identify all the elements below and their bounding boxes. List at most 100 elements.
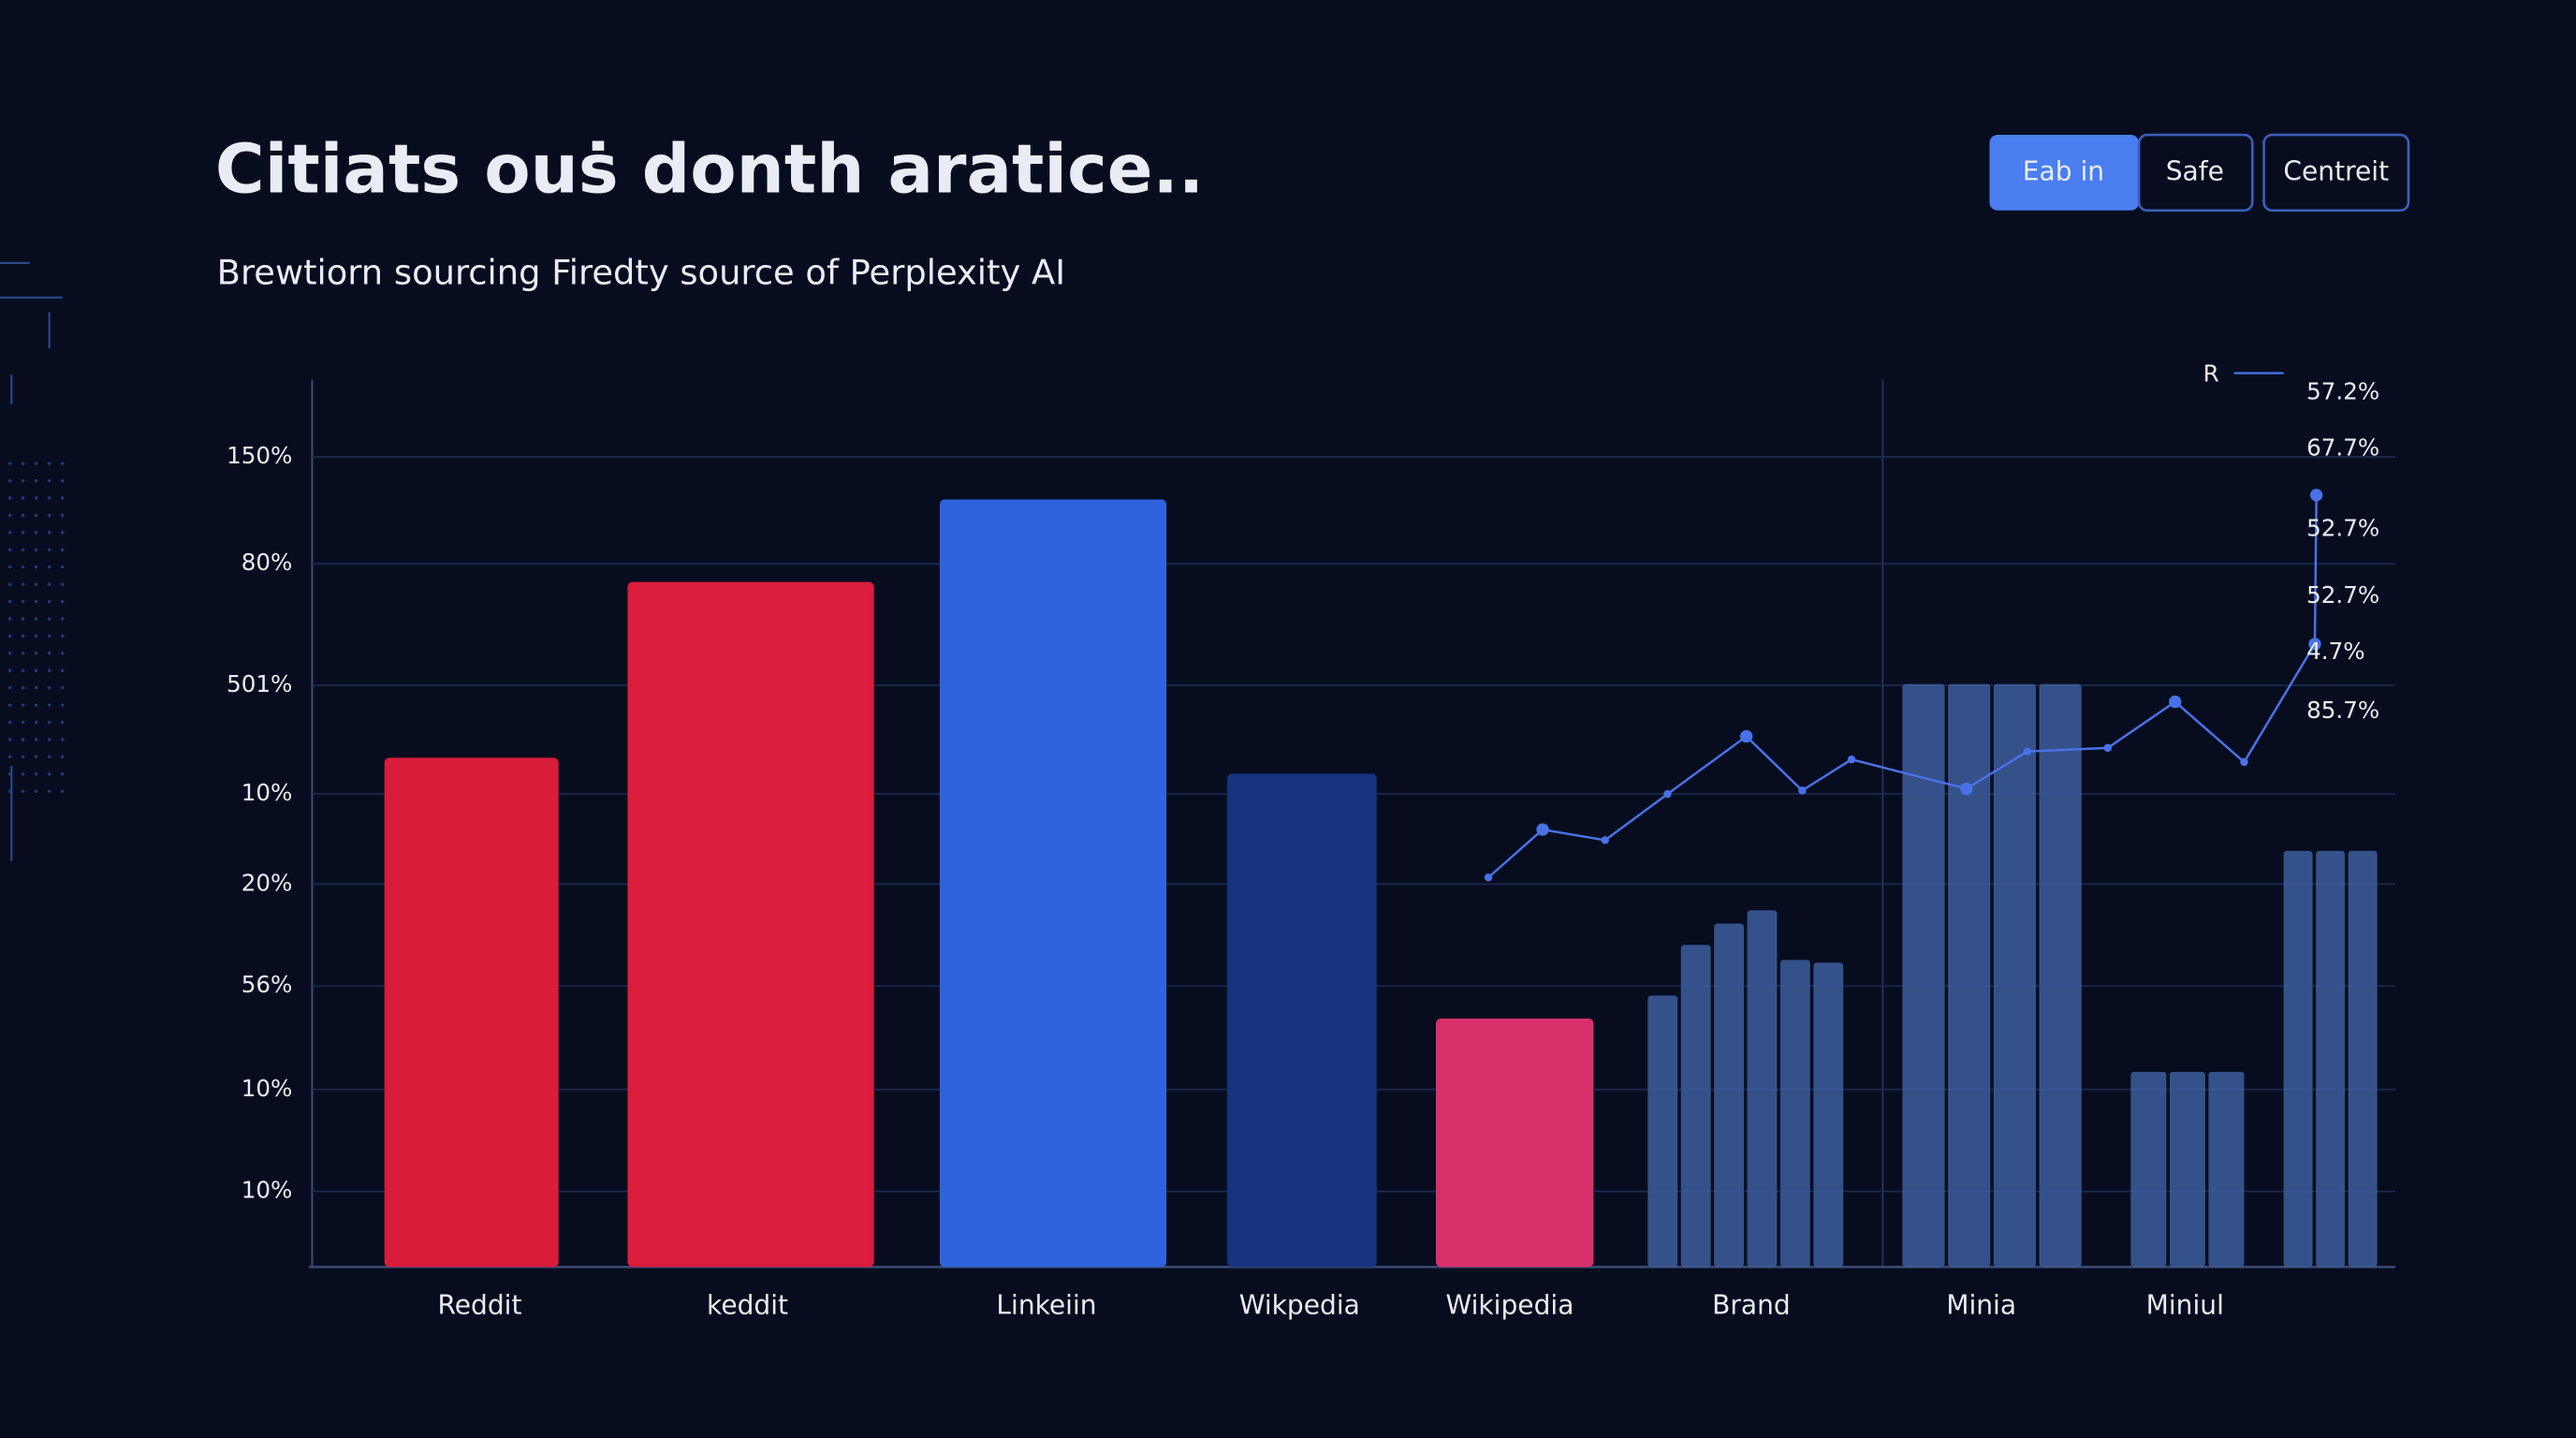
decoration-dot bbox=[60, 789, 65, 793]
decoration-dot bbox=[21, 582, 25, 586]
decoration-dot bbox=[7, 462, 12, 465]
decoration-dot bbox=[47, 652, 51, 655]
button[interactable]: Centreit bbox=[2262, 133, 2410, 213]
decoration-dot bbox=[60, 531, 65, 535]
decoration-dot bbox=[7, 599, 12, 604]
x-tick-label: Wikipedia bbox=[1445, 1289, 1573, 1320]
decoration-dot bbox=[7, 755, 12, 759]
decoration-dot bbox=[7, 513, 12, 518]
side-label: 52.7% bbox=[2306, 514, 2379, 541]
decoration-dot bbox=[47, 755, 51, 759]
button-label[interactable]: Safe bbox=[2166, 155, 2224, 186]
decoration-dot bbox=[34, 617, 38, 621]
x-tick-label: Reddit bbox=[437, 1289, 521, 1320]
bar bbox=[2283, 850, 2313, 1268]
decoration-dot bbox=[47, 617, 51, 621]
y-tick-label: 501% bbox=[227, 670, 292, 697]
decoration-dot bbox=[7, 668, 12, 672]
decoration-dot bbox=[21, 738, 25, 741]
decoration-dot bbox=[34, 634, 38, 638]
decoration-dot bbox=[21, 703, 25, 707]
button-bg[interactable] bbox=[2262, 133, 2410, 213]
decoration-dot bbox=[47, 772, 51, 776]
decoration-dot bbox=[60, 668, 65, 672]
decoration-dot bbox=[47, 513, 51, 518]
y-tick-label: 10% bbox=[242, 1177, 293, 1204]
decoration-dot bbox=[34, 565, 38, 569]
decoration-dot bbox=[7, 703, 12, 707]
decoration-dot bbox=[34, 738, 38, 741]
decoration-dot bbox=[21, 772, 25, 776]
decoration-dot bbox=[60, 720, 65, 725]
decoration-dot bbox=[21, 496, 25, 500]
bar bbox=[939, 499, 1167, 1268]
decoration-dot bbox=[60, 462, 65, 465]
x-tick-label: Linkeiin bbox=[996, 1289, 1096, 1320]
line bbox=[1487, 494, 2318, 879]
decoration-dot bbox=[60, 652, 65, 655]
button[interactable]: Eab in bbox=[1989, 135, 2140, 211]
decoration-dot bbox=[7, 617, 12, 621]
y-tick-label: 10% bbox=[242, 1075, 293, 1102]
decoration-dot bbox=[47, 496, 51, 500]
bar bbox=[1948, 683, 1991, 1268]
decoration-dot bbox=[34, 652, 38, 655]
decoration-dot bbox=[34, 668, 38, 672]
button[interactable]: Safe bbox=[2137, 133, 2254, 213]
decoration-dot bbox=[7, 496, 12, 500]
bar bbox=[2039, 683, 2082, 1268]
decoration-dot bbox=[47, 703, 51, 707]
bar bbox=[2316, 850, 2346, 1268]
decoration-dot bbox=[7, 738, 12, 741]
decoration-dot bbox=[60, 548, 65, 551]
decoration-dot bbox=[47, 582, 51, 586]
decoration-dot bbox=[7, 720, 12, 725]
line-point bbox=[2103, 743, 2113, 753]
decoration-dot bbox=[21, 720, 25, 725]
line-point bbox=[2169, 695, 2182, 709]
decoration-dot bbox=[34, 599, 38, 604]
decoration-dot bbox=[47, 565, 51, 569]
decoration-dot bbox=[7, 548, 12, 551]
decoration-dot bbox=[60, 755, 65, 759]
x-tick-label: Minia bbox=[1946, 1289, 2016, 1320]
decoration-dot bbox=[34, 582, 38, 586]
decoration-dot bbox=[21, 685, 25, 690]
line-point bbox=[1484, 873, 1493, 882]
bar bbox=[1680, 945, 1711, 1268]
decoration-dot bbox=[7, 634, 12, 638]
decoration-dot bbox=[47, 531, 51, 535]
bar bbox=[1227, 773, 1377, 1268]
line-point bbox=[2308, 638, 2321, 651]
decoration-dot bbox=[21, 755, 25, 759]
decoration-dot bbox=[60, 738, 65, 741]
decoration-dot bbox=[21, 599, 25, 604]
button-bg[interactable] bbox=[1989, 135, 2140, 211]
y-tick-label: 150% bbox=[227, 442, 292, 469]
x-tick-label: Miniul bbox=[2146, 1289, 2224, 1320]
decoration-dot bbox=[21, 652, 25, 655]
bar bbox=[2348, 850, 2378, 1268]
decoration-dot bbox=[21, 617, 25, 621]
x-tick-label: keddit bbox=[707, 1289, 788, 1320]
decoration-dot bbox=[60, 599, 65, 604]
decoration-dot bbox=[60, 565, 65, 569]
decoration-dot bbox=[60, 634, 65, 638]
decoration-dot bbox=[60, 685, 65, 690]
bar bbox=[1813, 962, 1844, 1268]
line-point bbox=[1740, 729, 1753, 743]
decoration-dot bbox=[7, 789, 12, 793]
decoration-dot bbox=[7, 652, 12, 655]
decoration-dot bbox=[34, 772, 38, 776]
decoration-dot bbox=[60, 703, 65, 707]
bar bbox=[1435, 1018, 1594, 1268]
button-label[interactable]: Centreit bbox=[2283, 155, 2389, 186]
line-point bbox=[1960, 782, 1973, 796]
decoration-dot bbox=[7, 685, 12, 690]
decoration-dot bbox=[34, 703, 38, 707]
bar bbox=[2169, 1071, 2205, 1268]
decoration-dot bbox=[21, 668, 25, 672]
button-bg[interactable] bbox=[2137, 133, 2254, 213]
line-point bbox=[1798, 786, 1807, 795]
button-label[interactable]: Eab in bbox=[2023, 155, 2104, 186]
